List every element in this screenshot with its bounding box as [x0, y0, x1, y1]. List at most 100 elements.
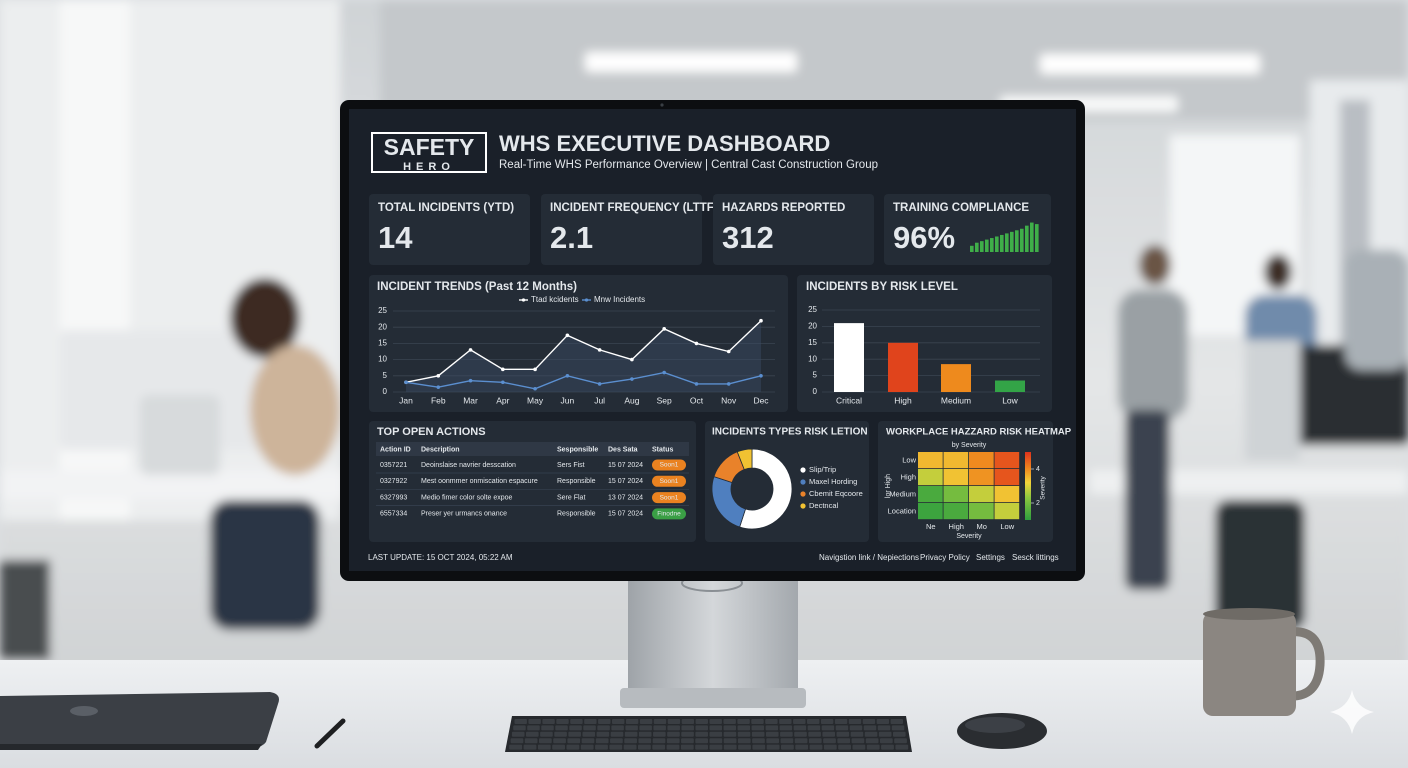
trend-bar	[975, 242, 979, 252]
trend-bar	[1000, 234, 1004, 252]
key	[568, 731, 581, 737]
key	[624, 731, 638, 737]
key	[809, 744, 823, 750]
table-cell: 13 07 2024	[608, 494, 643, 501]
y-tick-label: 0	[383, 387, 388, 396]
key	[681, 719, 695, 724]
key	[862, 719, 876, 724]
mug	[1203, 608, 1325, 716]
bar	[995, 380, 1025, 392]
heat-cell	[943, 503, 969, 520]
key	[781, 744, 794, 750]
key	[765, 719, 778, 724]
column-header: Description	[421, 446, 460, 453]
dashboard: TOTAL INCIDENTS (YTD) 14 INCIDENT FREQUENC…	[368, 194, 1072, 562]
heat-cell	[943, 469, 969, 486]
y-tick-label: 10	[378, 355, 387, 364]
key	[794, 738, 808, 744]
point	[501, 380, 505, 385]
point	[759, 318, 763, 323]
footer-link[interactable]: Settings	[976, 553, 1005, 562]
key	[510, 738, 524, 744]
series-line	[405, 371, 762, 390]
key	[667, 731, 680, 737]
x-tick-label: Feb	[431, 395, 446, 405]
key	[540, 731, 553, 737]
key	[639, 719, 653, 724]
footer-link[interactable]: Privacy Policy	[920, 553, 970, 562]
x-tick-label: Nov	[721, 395, 737, 405]
key	[723, 731, 737, 737]
key	[752, 744, 766, 750]
x-tick-label: Medium	[941, 395, 971, 405]
status-text: Finodne	[657, 511, 681, 518]
column-header: Des Sata	[608, 446, 638, 453]
point	[501, 367, 505, 372]
point	[468, 348, 473, 352]
key	[569, 725, 582, 731]
status-pill	[652, 459, 686, 471]
heat-cell	[969, 486, 994, 503]
key	[823, 738, 836, 744]
chart-title: INCIDENTS BY RISK LEVEL	[806, 281, 958, 293]
key	[850, 731, 864, 737]
y-tick-label: 20	[808, 322, 817, 331]
key	[808, 738, 822, 744]
key	[527, 725, 540, 731]
point	[436, 374, 441, 378]
key	[891, 725, 905, 731]
key	[695, 725, 708, 731]
x-tick-label: Dec	[753, 395, 769, 405]
key	[556, 719, 569, 724]
column-header: Action ID	[380, 446, 411, 453]
key	[738, 744, 751, 750]
key	[612, 719, 625, 724]
key	[528, 719, 541, 724]
donut-slice	[736, 448, 753, 470]
key	[779, 725, 793, 731]
key	[877, 725, 891, 731]
footer-link[interactable]: Sesck littings	[1012, 553, 1059, 562]
key	[580, 744, 594, 750]
table-cell: Deoinslaise navrier desscation	[421, 462, 516, 469]
key	[639, 725, 652, 731]
heat-cell	[994, 452, 1020, 469]
key	[766, 744, 780, 750]
trend-bar	[990, 238, 994, 252]
key	[526, 731, 539, 737]
x-tick-label: Critical	[836, 395, 862, 405]
kpi-label: TRAINING COMPLIANCE	[893, 202, 1029, 214]
footer-link[interactable]: Navigstion link / Nepiections	[819, 553, 919, 562]
key	[610, 731, 624, 737]
key	[765, 725, 779, 731]
table-cell: Preser yer urmancs onance	[421, 511, 507, 518]
point	[726, 382, 731, 386]
trend-bar	[1015, 230, 1019, 252]
legend-label: Dectncal	[809, 501, 839, 510]
table-cell: Responsible	[557, 511, 596, 518]
y-tick-label: 25	[378, 306, 387, 315]
key	[552, 744, 565, 750]
key	[511, 731, 525, 737]
y-label: lor High	[885, 474, 892, 498]
heat-cell	[994, 486, 1020, 503]
table-cell: 15 07 2024	[608, 511, 643, 518]
key	[723, 744, 737, 750]
key	[737, 738, 751, 744]
heat-cell	[969, 469, 994, 486]
key	[737, 719, 750, 724]
kpi-value: 96%	[893, 220, 955, 255]
bar	[888, 342, 918, 392]
key	[595, 744, 608, 750]
key	[624, 738, 637, 744]
kpi-value: 2.1	[550, 220, 593, 255]
table-cell: 6557334	[380, 511, 407, 518]
column-label: High	[949, 522, 964, 531]
logo-frame	[371, 132, 487, 173]
key	[666, 738, 680, 744]
heat-cell	[994, 469, 1020, 486]
key	[542, 719, 555, 724]
x-tick-label: Oct	[690, 395, 704, 405]
table-cell: Responsible	[557, 478, 596, 485]
point	[630, 357, 634, 362]
